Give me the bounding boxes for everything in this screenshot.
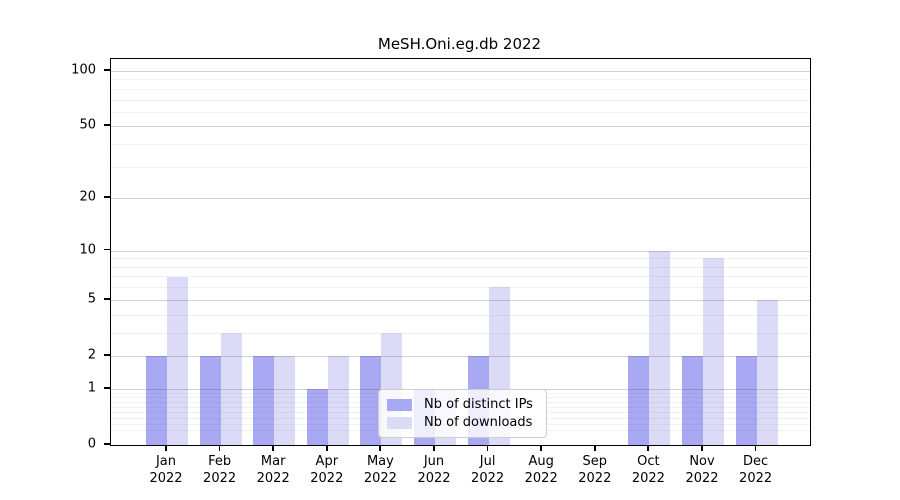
legend-label-downloads: Nb of downloads [424, 415, 533, 430]
x-tick-label-jan: Jan 2022 [149, 454, 183, 486]
y-tick-label-0: 0 [87, 436, 96, 452]
x-tick-label-jun: Jun 2022 [417, 454, 451, 486]
x-tick-label-mar: Mar 2022 [256, 454, 290, 486]
y-tick-mark [104, 248, 110, 251]
gridline-minor [111, 258, 810, 260]
y-tick-label-2: 2 [87, 347, 96, 363]
gridline-minor [111, 276, 810, 278]
x-tick-label-nov: Nov 2022 [685, 454, 719, 486]
y-tick-label-1: 1 [87, 380, 96, 396]
x-tick-mark [593, 446, 596, 451]
legend-item-downloads: Nb of downloads [387, 414, 538, 431]
x-tick-label-sep: Sep 2022 [578, 454, 612, 486]
y-tick-mark [104, 124, 110, 127]
bar-distinct-ips-dec [735, 355, 757, 445]
bar-distinct-ips-oct [628, 355, 650, 445]
x-tick-label-may: May 2022 [363, 454, 397, 486]
y-tick-mark [104, 386, 110, 389]
bar-distinct-ips-jan [146, 355, 167, 445]
gridline-minor [111, 79, 810, 81]
legend: Nb of distinct IPs Nb of downloads [378, 389, 547, 438]
gridline-minor [111, 166, 810, 168]
bar-downloads-mar [274, 355, 296, 445]
gridline-major [111, 355, 810, 357]
y-tick-mark [104, 297, 110, 300]
bar-downloads-feb [220, 332, 242, 445]
y-tick-mark [104, 69, 110, 71]
y-tick-label-50: 50 [79, 117, 96, 133]
chart-title: MeSH.Oni.eg.db 2022 [377, 35, 542, 53]
bar-downloads-nov [703, 258, 724, 445]
x-tick-mark [272, 446, 274, 451]
x-tick-mark [165, 446, 167, 451]
bar-distinct-ips-feb [199, 355, 221, 445]
plot-area [110, 58, 811, 446]
x-tick-mark [486, 446, 489, 451]
y-tick-label-10: 10 [79, 242, 96, 258]
x-tick-mark [325, 446, 328, 451]
bar-distinct-ips-apr [306, 388, 328, 445]
y-tick-mark [104, 353, 110, 356]
legend-label-distinct-ips: Nb of distinct IPs [424, 397, 533, 412]
x-tick-mark [433, 446, 435, 451]
x-tick-mark [647, 446, 650, 451]
x-tick-mark [540, 446, 542, 451]
x-tick-mark [379, 446, 382, 451]
bar-downloads-jan [167, 276, 188, 445]
gridline-minor [111, 314, 810, 316]
x-tick-label-aug: Aug 2022 [524, 454, 558, 486]
x-tick-label-jul: Jul 2022 [471, 454, 505, 486]
y-tick-mark [104, 443, 110, 445]
legend-swatch-downloads [387, 416, 412, 429]
gridline-minor [111, 99, 810, 101]
bar-downloads-oct [649, 250, 671, 445]
x-tick-mark [218, 446, 221, 451]
x-tick-label-oct: Oct 2022 [631, 454, 665, 486]
bar-distinct-ips-nov [682, 355, 703, 445]
gridline-minor [111, 88, 810, 90]
gridline-minor [111, 332, 810, 334]
bar-distinct-ips-mar [253, 355, 275, 445]
gridline-minor [111, 287, 810, 289]
legend-item-distinct-ips: Nb of distinct IPs [387, 396, 538, 413]
gridline-major [111, 299, 810, 301]
bar-distinct-ips-may [360, 355, 382, 445]
gridline-minor [111, 111, 810, 113]
gridline-minor [111, 266, 810, 268]
gridline-major [111, 126, 810, 128]
x-axis: Jan 2022 Feb 2022 Mar 2022 Apr 2022 May 2022… [110, 444, 809, 500]
x-tick-label-apr: Apr 2022 [310, 454, 344, 486]
gridline-major [111, 71, 810, 72]
x-tick-mark [754, 446, 757, 451]
bar-downloads-dec [756, 299, 778, 445]
x-tick-label-feb: Feb 2022 [203, 454, 237, 486]
gridline-minor [111, 144, 810, 146]
y-tick-label-5: 5 [87, 291, 96, 307]
y-tick-mark [104, 196, 110, 199]
x-tick-label-dec: Dec 2022 [739, 454, 773, 486]
bar-downloads-apr [327, 355, 349, 445]
y-tick-label-20: 20 [79, 189, 96, 205]
y-tick-label-100: 100 [71, 62, 96, 78]
legend-swatch-distinct-ips [387, 398, 412, 411]
y-axis: 0 1 2 5 10 20 50 100 [0, 0, 110, 500]
x-tick-mark [701, 446, 703, 451]
gridline-major [111, 250, 810, 252]
gridline-major [111, 198, 810, 200]
